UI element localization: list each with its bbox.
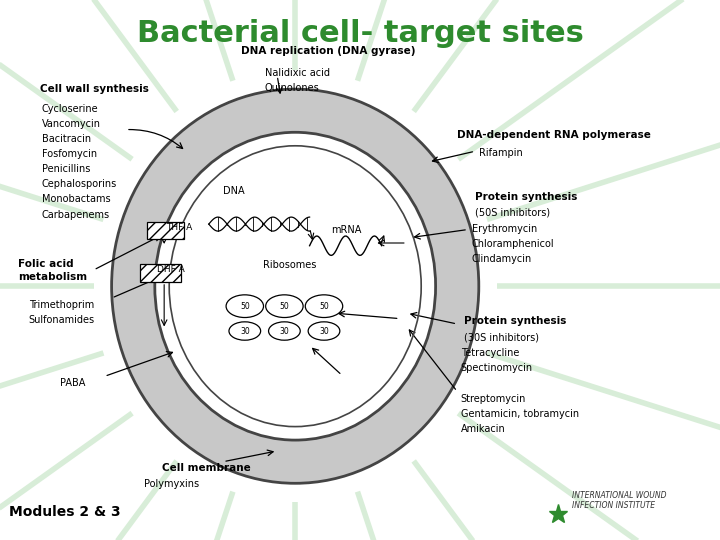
Text: Carbapenems: Carbapenems (42, 210, 110, 220)
Text: 30: 30 (319, 327, 329, 335)
Text: Folic acid
metabolism: Folic acid metabolism (18, 259, 87, 281)
Text: Streptomycin: Streptomycin (461, 394, 526, 404)
Text: Trimethoprim: Trimethoprim (29, 300, 94, 310)
Text: Protein synthesis: Protein synthesis (464, 316, 567, 326)
Text: THF A: THF A (166, 223, 192, 232)
Ellipse shape (308, 322, 340, 340)
Text: Penicillins: Penicillins (42, 164, 90, 174)
FancyBboxPatch shape (147, 222, 184, 239)
Text: mRNA: mRNA (331, 225, 361, 235)
FancyBboxPatch shape (140, 264, 181, 282)
Text: Ribosomes: Ribosomes (263, 260, 316, 271)
Text: Bacterial cell- target sites: Bacterial cell- target sites (137, 19, 583, 48)
Text: Tetracycline: Tetracycline (461, 348, 519, 359)
Text: DHF A: DHF A (157, 265, 185, 274)
Text: Cephalosporins: Cephalosporins (42, 179, 117, 190)
Text: (30S inhibitors): (30S inhibitors) (464, 332, 539, 342)
Text: Erythromycin: Erythromycin (472, 224, 537, 234)
Text: PABA: PABA (60, 378, 85, 388)
Text: Rifampin: Rifampin (479, 148, 523, 158)
Text: Quinolones: Quinolones (265, 83, 320, 93)
Ellipse shape (266, 295, 303, 318)
Text: Bacitracin: Bacitracin (42, 134, 91, 144)
Ellipse shape (269, 322, 300, 340)
Text: Nalidixic acid: Nalidixic acid (265, 68, 330, 78)
Text: 50: 50 (279, 302, 289, 310)
Text: Clindamycin: Clindamycin (472, 254, 532, 265)
Text: Monobactams: Monobactams (42, 194, 110, 205)
Text: Modules 2 & 3: Modules 2 & 3 (9, 505, 120, 519)
Text: Vancomycin: Vancomycin (42, 119, 101, 129)
Text: Amikacin: Amikacin (461, 424, 505, 435)
Text: Cell membrane: Cell membrane (162, 463, 251, 473)
Ellipse shape (229, 322, 261, 340)
Text: Chloramphenicol: Chloramphenicol (472, 239, 554, 249)
Text: Sulfonamides: Sulfonamides (29, 315, 95, 325)
Ellipse shape (226, 295, 264, 318)
Text: Cell wall synthesis: Cell wall synthesis (40, 84, 148, 94)
Text: Spectinomycin: Spectinomycin (461, 363, 533, 374)
Text: DNA: DNA (223, 186, 245, 197)
Text: 50: 50 (240, 302, 250, 310)
Text: 50: 50 (319, 302, 329, 310)
Text: Cycloserine: Cycloserine (42, 104, 99, 114)
Ellipse shape (305, 295, 343, 318)
Text: 30: 30 (240, 327, 250, 335)
Text: Fosfomycin: Fosfomycin (42, 149, 97, 159)
Text: INTERNATIONAL WOUND
INFECTION INSTITUTE: INTERNATIONAL WOUND INFECTION INSTITUTE (572, 491, 667, 510)
Text: Gentamicin, tobramycin: Gentamicin, tobramycin (461, 409, 579, 420)
Text: (50S inhibitors): (50S inhibitors) (475, 208, 550, 218)
Ellipse shape (155, 132, 436, 440)
Text: Polymyxins: Polymyxins (144, 479, 199, 489)
Text: DNA-dependent RNA polymerase: DNA-dependent RNA polymerase (457, 130, 651, 140)
Text: 30: 30 (279, 327, 289, 335)
Ellipse shape (112, 89, 479, 483)
Text: Protein synthesis: Protein synthesis (475, 192, 577, 202)
Text: DNA replication (DNA gyrase): DNA replication (DNA gyrase) (241, 46, 415, 56)
